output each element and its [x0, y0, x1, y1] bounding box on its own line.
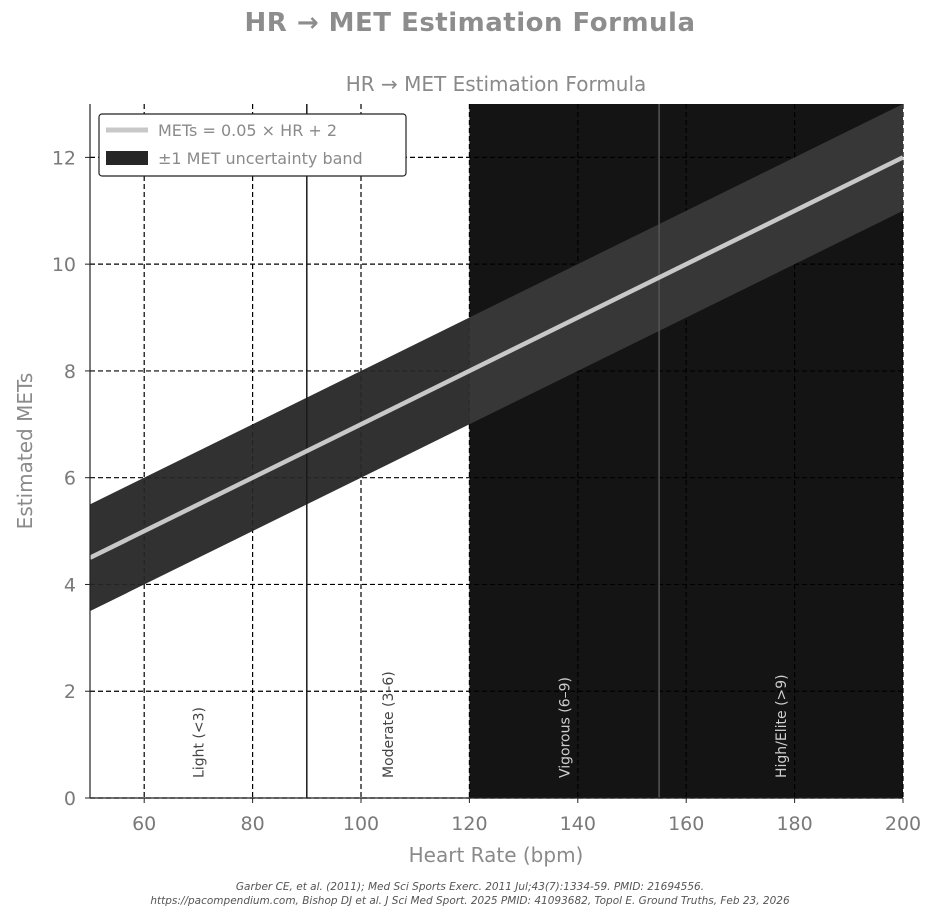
y-tick-label: 6: [64, 468, 76, 490]
x-tick-label: 100: [343, 813, 379, 835]
y-tick-label: 10: [52, 254, 76, 276]
y-tick-label: 4: [64, 574, 76, 596]
zone-label: Light (<3): [191, 707, 207, 778]
y-tick-label: 12: [52, 147, 76, 169]
y-axis-label: Estimated METs: [13, 373, 37, 530]
legend-label-line: METs = 0.05 × HR + 2: [158, 121, 337, 140]
legend-label-band: ±1 MET uncertainty band: [158, 149, 363, 168]
legend-band-swatch: [106, 151, 148, 165]
zone-label: Vigorous (6–9): [557, 677, 573, 778]
citation-line-2: https://pacompendium.com, Bishop DJ et a…: [150, 895, 790, 907]
citation-footer: Garber CE, et al. (2011); Med Sci Sports…: [0, 880, 940, 908]
y-tick-label: 0: [64, 788, 76, 810]
y-tick-label: 8: [64, 361, 76, 383]
x-tick-label: 60: [132, 813, 156, 835]
zone-label: Moderate (3–6): [381, 671, 397, 778]
x-tick-label: 140: [560, 813, 596, 835]
x-tick-label: 120: [451, 813, 487, 835]
zone-label: High/Elite (>9): [774, 674, 790, 778]
x-tick-label: 160: [668, 813, 704, 835]
chart-title: HR → MET Estimation Formula: [346, 72, 647, 96]
legend: METs = 0.05 × HR + 2 ±1 MET uncertainty …: [98, 113, 407, 177]
x-tick-label: 80: [241, 813, 265, 835]
formula-line: [89, 155, 904, 560]
x-tick-label: 200: [885, 813, 921, 835]
citation-line-1: Garber CE, et al. (2011); Med Sci Sports…: [235, 881, 705, 893]
x-tick-label: 180: [776, 813, 812, 835]
figure-suptitle: HR → MET Estimation Formula: [244, 8, 696, 38]
x-axis-label: Heart Rate (bpm): [409, 843, 584, 867]
y-tick-label: 2: [64, 681, 76, 703]
